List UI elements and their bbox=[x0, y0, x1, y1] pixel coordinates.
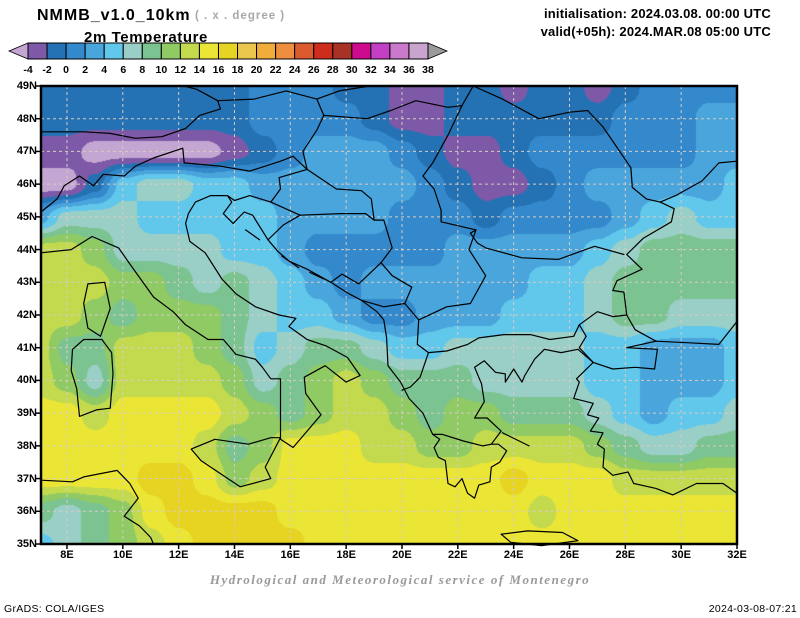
country-border bbox=[281, 255, 300, 269]
colorbar-tick-label: -4 bbox=[23, 64, 32, 76]
lat-tick-label: 43N bbox=[16, 276, 37, 289]
lon-tick-label: 20E bbox=[392, 549, 412, 561]
country-border bbox=[404, 229, 487, 321]
country-border bbox=[592, 320, 738, 370]
lon-tick-label: 24E bbox=[503, 549, 524, 561]
colorbar-tick-label: 26 bbox=[308, 64, 320, 76]
country-border bbox=[267, 214, 301, 241]
colorbar-tick-label: 28 bbox=[327, 64, 339, 76]
colorbar-tick-label: 4 bbox=[101, 64, 107, 76]
lat-tick-label: 42N bbox=[16, 309, 37, 321]
country-border bbox=[83, 281, 111, 337]
country-border bbox=[360, 219, 413, 308]
lat-tick-label: 39N bbox=[16, 407, 37, 420]
country-border bbox=[501, 432, 530, 447]
colorbar-tick-label: 24 bbox=[289, 64, 301, 76]
colorbar-tick-label: 38 bbox=[422, 64, 434, 76]
lat-tick-label: 48N bbox=[16, 112, 37, 125]
lat-tick-label: 36N bbox=[16, 505, 37, 518]
lat-tick-label: 44N bbox=[16, 243, 37, 256]
lon-tick-label: 16E bbox=[280, 549, 301, 561]
colorbar-tick-label: 10 bbox=[155, 64, 167, 76]
colorbar-tick-label: 14 bbox=[194, 64, 206, 76]
country-border bbox=[401, 319, 430, 391]
country-border bbox=[330, 262, 382, 285]
initialisation-time: initialisation: 2024.03.08. 00:00 UTC bbox=[543, 6, 771, 21]
country-border bbox=[40, 147, 294, 213]
colorbar-tick-label: 12 bbox=[175, 64, 187, 76]
country-border bbox=[245, 229, 261, 241]
country-border bbox=[472, 85, 589, 120]
country-border bbox=[586, 109, 661, 203]
country-border bbox=[474, 348, 594, 445]
colorbar-tick-label: 6 bbox=[120, 64, 126, 76]
lon-tick-label: 22E bbox=[448, 549, 468, 561]
country-border bbox=[40, 469, 155, 545]
colorbar-tick-label: 30 bbox=[346, 64, 358, 76]
lon-tick-label: 10E bbox=[113, 549, 133, 561]
model-title-note: ( . x . degree ) bbox=[195, 10, 286, 22]
colorbar: -4 -2 0 2 4 6 8 10 12 14 16 18 20 22 24 26 28 30 32 34 36 38 bbox=[7, 42, 449, 76]
country-border bbox=[432, 433, 508, 499]
colorbar-tick-label: 34 bbox=[384, 64, 396, 76]
grads-credit: GrADS: COLA/IGES bbox=[4, 603, 105, 615]
lon-tick-label: 12E bbox=[168, 549, 189, 561]
country-border bbox=[40, 195, 361, 449]
country-border bbox=[183, 85, 219, 102]
colorbar-tick-label: 20 bbox=[251, 64, 263, 76]
lat-tick-label: 45N bbox=[16, 210, 37, 223]
colorbar-tick-label: 36 bbox=[403, 64, 415, 76]
country-border bbox=[190, 437, 282, 488]
colorbar-tick-label: 32 bbox=[365, 64, 377, 76]
country-border bbox=[500, 530, 579, 547]
lat-tick-label: 37N bbox=[16, 472, 37, 485]
lon-tick-label: 14E bbox=[224, 549, 245, 561]
lat-tick-label: 49N bbox=[16, 80, 37, 92]
lat-tick-label: 46N bbox=[16, 178, 37, 191]
lat-tick-label: 47N bbox=[16, 145, 37, 158]
lat-tick-label: 40N bbox=[16, 374, 37, 387]
lon-tick-label: 32E bbox=[727, 549, 747, 561]
country-border bbox=[427, 324, 594, 363]
valid-time: valid(+05h): 2024.MAR.08 05:00 UTC bbox=[540, 24, 771, 39]
country-border bbox=[422, 104, 625, 260]
lon-tick-label: 28E bbox=[615, 549, 636, 561]
country-border bbox=[323, 85, 474, 120]
country-border bbox=[316, 85, 371, 100]
lon-tick-label: 18E bbox=[336, 549, 356, 561]
service-attribution: Hydrological and Meteorological service … bbox=[209, 572, 591, 587]
lon-tick-label: 30E bbox=[671, 549, 691, 561]
colorbar-tick-label: 8 bbox=[139, 64, 145, 76]
country-border bbox=[578, 311, 628, 326]
country-border bbox=[226, 155, 308, 203]
lat-tick-label: 38N bbox=[16, 439, 37, 452]
colorbar-tick-label: -2 bbox=[42, 64, 51, 76]
country-border bbox=[573, 361, 738, 496]
creation-timestamp: 2024-03-08-07:21 bbox=[708, 603, 797, 615]
country-border bbox=[40, 90, 325, 170]
colorbar-band bbox=[408, 42, 429, 60]
variable-title: 2m Temperature bbox=[84, 29, 208, 46]
map-frame bbox=[39, 84, 739, 546]
lat-tick-label: 41N bbox=[16, 341, 37, 354]
colorbar-tick-label: 0 bbox=[63, 64, 69, 76]
country-border bbox=[270, 168, 375, 221]
country-border bbox=[70, 338, 114, 417]
colorbar-tick-label: 22 bbox=[270, 64, 282, 76]
lon-tick-label: 8E bbox=[60, 549, 74, 561]
country-border bbox=[612, 160, 738, 342]
lon-tick-label: 26E bbox=[559, 549, 580, 561]
model-title: NMMB_v1.0_10km bbox=[37, 7, 191, 24]
country-border bbox=[309, 271, 325, 280]
lat-tick-label: 35N bbox=[16, 538, 37, 550]
colorbar-tick-label: 18 bbox=[232, 64, 244, 76]
colorbar-tick-label: 16 bbox=[213, 64, 225, 76]
colorbar-tick-label: 2 bbox=[82, 64, 88, 76]
